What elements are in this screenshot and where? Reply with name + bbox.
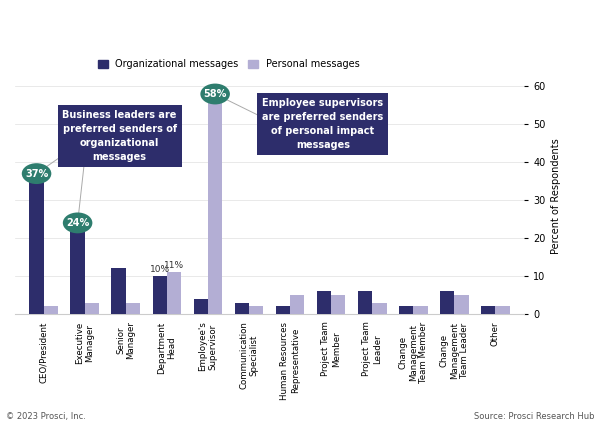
Bar: [112, 269, 126, 314]
Ellipse shape: [63, 212, 92, 233]
Bar: [152, 276, 167, 314]
Bar: [413, 306, 428, 314]
Bar: [358, 291, 372, 314]
Bar: [331, 295, 346, 314]
Bar: [399, 306, 413, 314]
Text: Business leaders are
preferred senders of
organizational
messages: Business leaders are preferred senders o…: [62, 110, 177, 162]
Text: 24%: 24%: [66, 218, 89, 228]
Bar: [372, 302, 386, 314]
Bar: [440, 291, 454, 314]
Text: Source: Prosci Research Hub: Source: Prosci Research Hub: [473, 412, 594, 421]
Text: 11%: 11%: [164, 261, 184, 270]
Bar: [126, 302, 140, 314]
Bar: [208, 94, 223, 314]
Legend: Organizational messages, Personal messages: Organizational messages, Personal messag…: [94, 55, 364, 73]
Bar: [290, 295, 304, 314]
Bar: [481, 306, 496, 314]
Bar: [167, 272, 181, 314]
Bar: [29, 173, 44, 314]
Text: © 2023 Prosci, Inc.: © 2023 Prosci, Inc.: [6, 412, 86, 421]
Bar: [194, 299, 208, 314]
Bar: [235, 302, 249, 314]
Bar: [496, 306, 509, 314]
Bar: [85, 302, 99, 314]
Text: Employee supervisors
are preferred senders
of personal impact
messages: Employee supervisors are preferred sende…: [262, 98, 383, 150]
Bar: [317, 291, 331, 314]
Bar: [275, 306, 290, 314]
Ellipse shape: [22, 163, 52, 184]
Text: 10%: 10%: [149, 265, 170, 274]
Ellipse shape: [200, 84, 230, 104]
Bar: [249, 306, 263, 314]
Bar: [70, 223, 85, 314]
Y-axis label: Percent of Respondents: Percent of Respondents: [551, 138, 561, 254]
Text: 37%: 37%: [25, 169, 48, 179]
Bar: [44, 306, 58, 314]
Text: 58%: 58%: [203, 89, 227, 99]
Bar: [454, 295, 469, 314]
